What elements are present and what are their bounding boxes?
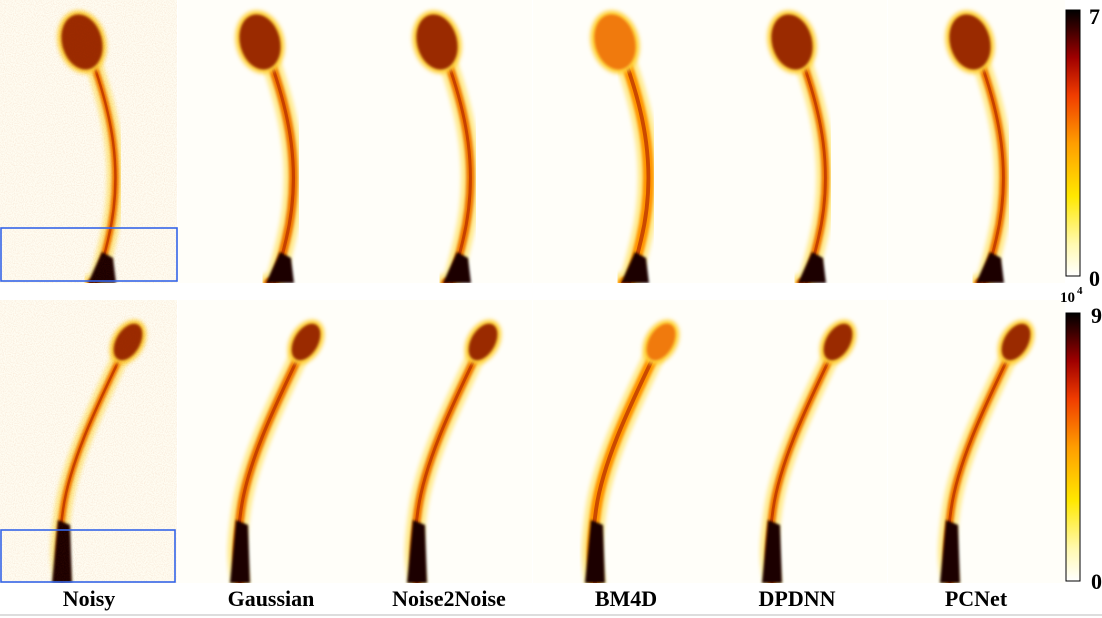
colorbar-bottom-exponent-power: 4 <box>1077 285 1083 297</box>
panel-row1-col2 <box>178 0 355 283</box>
panel-row2-col5 <box>710 300 887 583</box>
column-label-gaussian: Gaussian <box>227 586 315 611</box>
colorbar-bottom-max-label: 9 <box>1091 303 1102 328</box>
panel-row1-col1 <box>0 0 178 283</box>
colorbar-top-min-label: 0 <box>1089 266 1100 291</box>
zoom-region-box-row1 <box>0 227 178 282</box>
panel-row2-col4 <box>533 300 710 583</box>
colorbar-top <box>1065 9 1081 277</box>
panel-row1-col5 <box>710 0 887 283</box>
panel-row2-col1 <box>0 300 177 583</box>
panel-row2-col6 <box>888 300 1065 583</box>
colorbar-bottom-min-label: 0 <box>1091 569 1102 594</box>
panel-row1-col4 <box>533 0 710 283</box>
column-label-pcnet: PCNet <box>944 586 1008 611</box>
panel-row2-col3 <box>355 300 532 583</box>
colorbar-top-max-label: 7 <box>1089 4 1100 29</box>
column-label-noisy: Noisy <box>62 586 116 611</box>
panel-row1-col3 <box>355 0 532 283</box>
panel-row2-col2 <box>178 300 355 583</box>
column-label-noise2noise: Noise2Noise <box>392 586 506 611</box>
colorbar-bottom-exponent-base: 10 <box>1060 290 1075 306</box>
column-label-bm4d: BM4D <box>594 586 658 611</box>
zoom-region-box-row2 <box>0 529 176 583</box>
panels-grid <box>0 0 1065 583</box>
column-label-dpdnn: DPDNN <box>758 586 836 611</box>
colorbar-bottom <box>1065 312 1081 582</box>
panel-row1-col6 <box>888 0 1065 283</box>
